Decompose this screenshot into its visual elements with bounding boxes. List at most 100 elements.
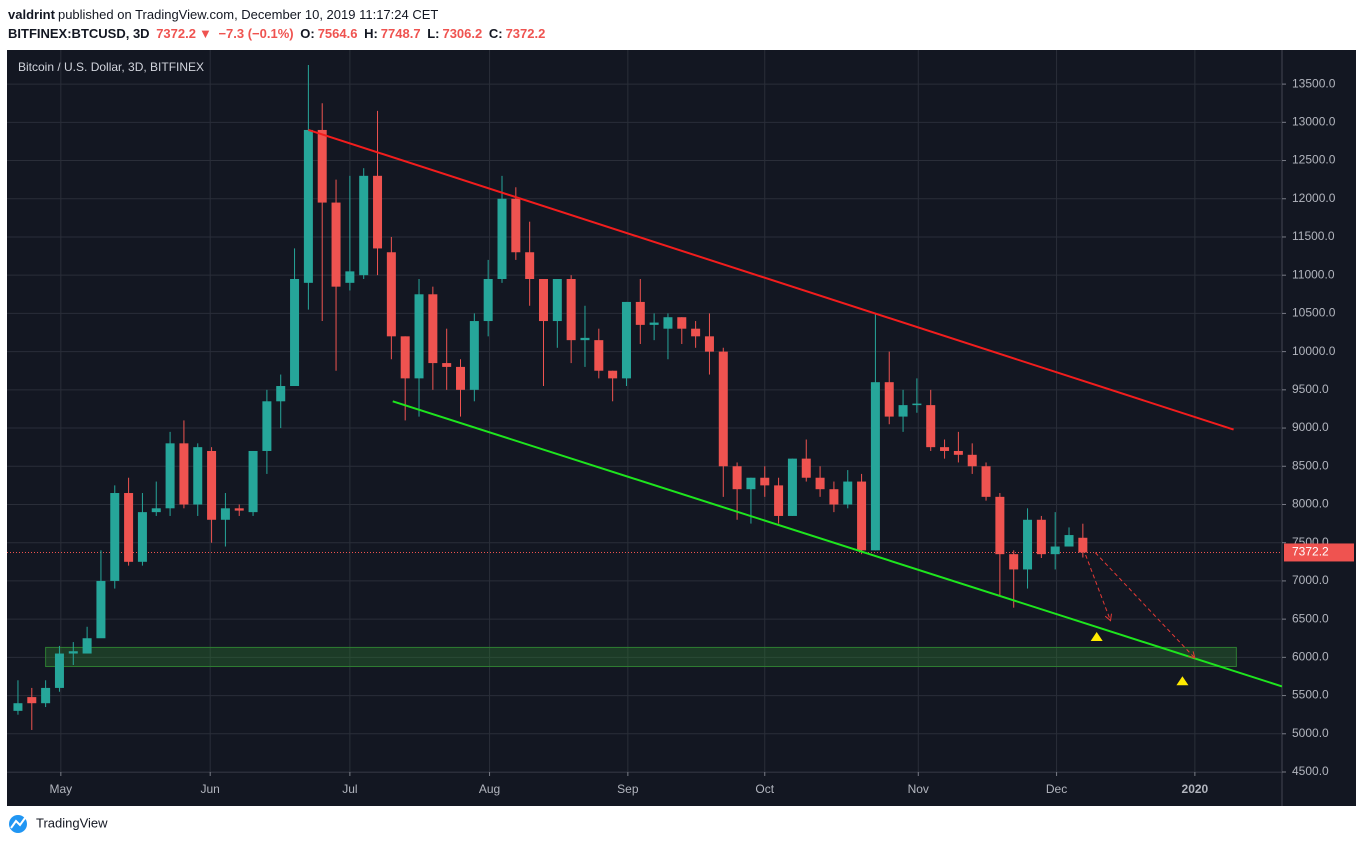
trendline [308, 129, 1234, 431]
candle-body [967, 454, 977, 467]
candle-body [635, 301, 645, 325]
y-tick-label: 11000.0 [1292, 267, 1335, 281]
last-price-label: 7372.2 [1292, 545, 1329, 559]
candle-body [663, 317, 673, 329]
x-tick-label: Sep [617, 782, 639, 796]
candle-body [552, 279, 562, 322]
o-label: O: [300, 26, 315, 41]
candle-body [884, 382, 894, 417]
x-tick-label: Oct [755, 782, 774, 796]
candle-body [220, 508, 230, 520]
candle-body [621, 301, 631, 379]
candle-body [746, 477, 756, 490]
candle-body [193, 447, 203, 505]
candle-body [442, 363, 452, 367]
x-tick-label: Aug [479, 782, 500, 796]
last-price-box [1284, 543, 1354, 562]
y-tick-label: 6000.0 [1292, 650, 1329, 664]
candle-body [124, 493, 134, 562]
projection-arrow [1085, 554, 1111, 621]
footer-brand: TradingView [36, 815, 108, 830]
x-tick-label: 2020 [1182, 782, 1209, 796]
candle-body [1050, 546, 1060, 555]
price: 7372.2 [156, 26, 196, 41]
candle-body [1064, 535, 1074, 547]
projection-arrow [1094, 552, 1196, 659]
candle-body [262, 401, 272, 451]
candle-body [1023, 519, 1033, 570]
candle-body [870, 382, 880, 551]
y-tick-label: 11500.0 [1292, 229, 1335, 243]
candle-body [41, 687, 51, 704]
candle-body [843, 481, 853, 505]
candle-body [691, 328, 701, 337]
x-tick-label: Dec [1046, 782, 1067, 796]
candle-body [857, 481, 867, 551]
y-tick-label: 12000.0 [1292, 191, 1336, 205]
y-tick-label: 9000.0 [1292, 420, 1329, 434]
candle-body [649, 322, 659, 325]
candle-body [801, 458, 811, 478]
candle-body [787, 458, 797, 516]
candle-body [428, 294, 438, 364]
arrow-head [1104, 613, 1112, 622]
l-value: 7306.2 [442, 26, 483, 41]
y-tick-label: 8500.0 [1292, 458, 1329, 472]
candle-body [456, 366, 466, 390]
candle-body [110, 493, 120, 581]
y-tick-label: 5500.0 [1292, 688, 1329, 702]
candle-body [497, 198, 507, 280]
change: −7.3 (−0.1%) [218, 26, 294, 41]
trendline [392, 400, 1282, 688]
candle-body [898, 405, 908, 417]
y-tick-label: 13000.0 [1292, 114, 1336, 128]
candle-body [373, 175, 383, 249]
candle-body [234, 508, 244, 511]
candle-body [511, 198, 521, 253]
c-value: 7372.2 [505, 26, 546, 41]
y-tick-label: 12500.0 [1292, 153, 1336, 167]
candle-body [27, 697, 37, 704]
candle-body [926, 405, 936, 448]
candle-body [165, 443, 175, 509]
candle-body [566, 279, 576, 341]
candle-body [940, 447, 950, 451]
x-tick-label: Jun [201, 782, 220, 796]
candle-body [414, 294, 424, 379]
candle-body [207, 450, 217, 520]
candle-body [608, 370, 618, 379]
candle-body [912, 403, 922, 406]
logo [9, 815, 27, 833]
candle-body [276, 386, 286, 402]
symbol: BITFINEX:BTCUSD, 3D [8, 26, 150, 41]
logo-mark [10, 817, 26, 829]
y-tick-label: 7000.0 [1292, 573, 1329, 587]
candle-body [82, 638, 92, 654]
candle-body [248, 450, 258, 513]
h-label: H: [364, 26, 378, 41]
x-tick-label: Jul [342, 782, 357, 796]
candle-body [303, 129, 313, 283]
candle-body [981, 466, 991, 497]
candle-body [815, 477, 825, 490]
candle-body [704, 336, 714, 352]
candle-body [151, 508, 161, 513]
support-zone [45, 646, 1237, 668]
candle-body [483, 279, 493, 322]
arrow: ▼ [198, 26, 212, 41]
candle-body [538, 279, 548, 322]
candle-body [580, 337, 590, 341]
candle-body [13, 703, 23, 711]
candle-body [317, 129, 327, 203]
plot-area [7, 50, 1282, 772]
candle-body [359, 175, 369, 276]
candle-body [179, 443, 189, 505]
y-tick-label: 9500.0 [1292, 382, 1329, 396]
candle-body [331, 202, 341, 287]
candle-body [386, 252, 396, 337]
candle-body [760, 477, 770, 486]
candle-body [54, 653, 64, 688]
y-tick-label: 6500.0 [1292, 611, 1329, 625]
